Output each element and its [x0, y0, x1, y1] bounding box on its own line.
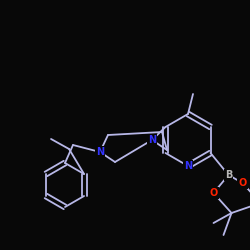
Text: O: O [210, 188, 218, 198]
Text: O: O [238, 178, 247, 188]
Text: B: B [225, 170, 232, 180]
Text: N: N [96, 147, 104, 157]
Text: N: N [184, 161, 192, 171]
Text: N: N [148, 135, 156, 145]
